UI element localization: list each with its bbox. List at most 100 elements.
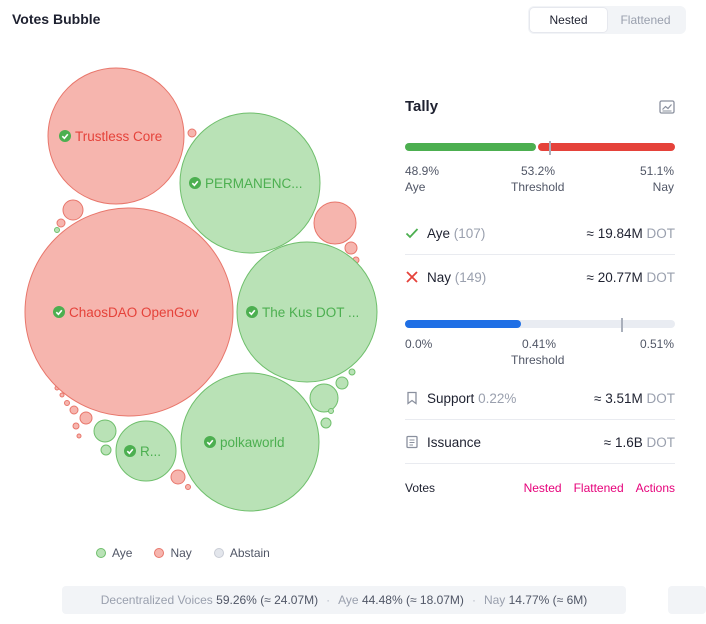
nay-count: (149) [454, 269, 487, 285]
check-icon [53, 306, 65, 318]
bubble-permanence[interactable]: PERMANENC... [179, 112, 321, 254]
nay-unit: DOT [646, 269, 676, 285]
bubble-legend: Aye Nay Abstain [96, 546, 270, 560]
bubble-label-r: R... [140, 444, 161, 459]
support-amount: ≈ 3.51M [594, 390, 643, 406]
small-vote-bubble[interactable] [76, 433, 82, 439]
cross-icon [406, 271, 418, 283]
tally-nay-row: Nay (149) ≈ 20.77M DOT [405, 256, 675, 298]
small-vote-bubble[interactable] [56, 218, 66, 228]
small-vote-bubble[interactable] [72, 422, 80, 430]
decentralized-voices-summary: Decentralized Voices 59.26% (≈ 24.07M) ·… [62, 586, 626, 614]
bubble-polkaworld[interactable]: polkaworld [180, 372, 320, 512]
small-vote-bubble[interactable] [79, 411, 93, 425]
small-vote-bubble[interactable] [320, 417, 332, 429]
small-vote-bubble[interactable] [69, 405, 79, 415]
support-threshold-marker [621, 318, 623, 332]
abstain-dot-icon [213, 548, 224, 558]
dv-label: Decentralized Voices [100, 593, 213, 607]
dv-nay-value: 14.77% (≈ 6M) [508, 593, 588, 607]
votes-bubble-chart: Trustless Core PERMANENC... ChaosDAO Ope… [24, 67, 378, 512]
separator: · [471, 593, 476, 607]
side-panel-stub [668, 586, 706, 614]
votes-actions-link[interactable]: Actions [635, 481, 675, 495]
check-icon [204, 436, 216, 448]
aye-amount: ≈ 19.84M [586, 225, 643, 241]
tally-issuance-row: Issuance ≈ 1.6B DOT [405, 421, 675, 463]
small-vote-bubble[interactable] [344, 241, 358, 255]
divider [405, 463, 675, 464]
approval-threshold-label: Threshold [511, 180, 565, 194]
aye-count: (107) [453, 225, 486, 241]
legend-nay-label: Nay [170, 546, 192, 560]
issuance-unit: DOT [646, 434, 676, 450]
nay-amount: ≈ 20.77M [586, 269, 643, 285]
small-vote-bubble[interactable] [335, 376, 349, 390]
legend-aye: Aye [96, 546, 132, 560]
check-icon [405, 228, 419, 239]
bubble-trustless-core[interactable]: Trustless Core [47, 67, 185, 205]
bubble-label-the-kus: The Kus DOT ... [262, 305, 359, 320]
votes-flattened-link[interactable]: Flattened [573, 481, 624, 495]
tab-flattened[interactable]: Flattened [620, 13, 671, 27]
small-vote-bubble[interactable] [54, 227, 60, 233]
separator: · [326, 593, 331, 607]
issuance-label: Issuance [427, 434, 482, 450]
check-icon [189, 177, 201, 189]
chart-icon[interactable] [659, 100, 675, 114]
view-toggle: Nested Flattened [528, 6, 686, 34]
small-vote-bubble[interactable] [100, 444, 112, 456]
tab-nested[interactable]: Nested [530, 8, 607, 32]
check-icon [59, 130, 71, 142]
check-icon [246, 306, 258, 318]
approval-aye-pct: 48.9% [405, 164, 440, 178]
small-vote-bubble[interactable] [187, 128, 197, 138]
small-vote-bubble[interactable] [185, 484, 191, 490]
check-mark [126, 448, 134, 455]
legend-abstain: Abstain [213, 546, 270, 560]
small-vote-bubble[interactable] [62, 199, 84, 221]
approval-threshold-pct: 53.2% [521, 164, 556, 178]
check-mark [248, 309, 256, 316]
small-vote-bubble[interactable] [309, 383, 339, 413]
support-fill [405, 320, 521, 328]
bubble-chaosdao[interactable]: ChaosDAO OpenGov [24, 207, 234, 417]
votes-nested-link[interactable]: Nested [523, 481, 562, 495]
bubble-label-permanence: PERMANENC... [205, 176, 303, 191]
dv-value: 59.26% (≈ 24.07M) [216, 593, 319, 607]
divider [405, 419, 675, 420]
approval-bar [405, 141, 675, 155]
votes-label: Votes [405, 481, 436, 495]
support-pct: 0.22% [478, 390, 517, 406]
legend-nay: Nay [154, 546, 192, 560]
approval-threshold-marker [549, 141, 551, 155]
check-mark [61, 133, 69, 140]
small-vote-bubble[interactable] [93, 419, 117, 443]
support-min: 0.0% [405, 337, 433, 351]
tally-aye-row: Aye (107) ≈ 19.84M DOT [405, 212, 675, 254]
bubble-label-polkaworld: polkaworld [220, 435, 285, 450]
small-vote-bubble[interactable] [64, 400, 70, 406]
page-title: Votes Bubble [12, 11, 101, 27]
document-icon [406, 435, 418, 449]
nay-dot-icon [154, 548, 165, 558]
approval-aye-fill [405, 143, 536, 151]
small-vote-bubble[interactable] [313, 201, 357, 245]
bubble-the-kus[interactable]: The Kus DOT ... [236, 241, 378, 383]
small-vote-bubble[interactable] [328, 408, 334, 414]
small-vote-bubble[interactable] [348, 368, 356, 376]
legend-aye-label: Aye [112, 546, 133, 560]
support-bar [405, 318, 675, 332]
issuance-amount: ≈ 1.6B [603, 434, 643, 450]
small-vote-bubble[interactable] [59, 392, 65, 398]
check-icon [124, 445, 136, 457]
dv-aye-label: Aye [338, 593, 359, 607]
support-label: Support [427, 390, 475, 406]
bubble-r[interactable]: R... [115, 420, 177, 482]
approval-nay-pct: 51.1% [639, 164, 674, 178]
votes-links-row: Votes Nested Flattened Actions [405, 476, 675, 500]
aye-unit: DOT [646, 225, 676, 241]
approval-nay-fill [538, 143, 675, 151]
small-vote-bubble[interactable] [170, 469, 186, 485]
tally-support-row: Support 0.22% ≈ 3.51M DOT [405, 377, 675, 419]
